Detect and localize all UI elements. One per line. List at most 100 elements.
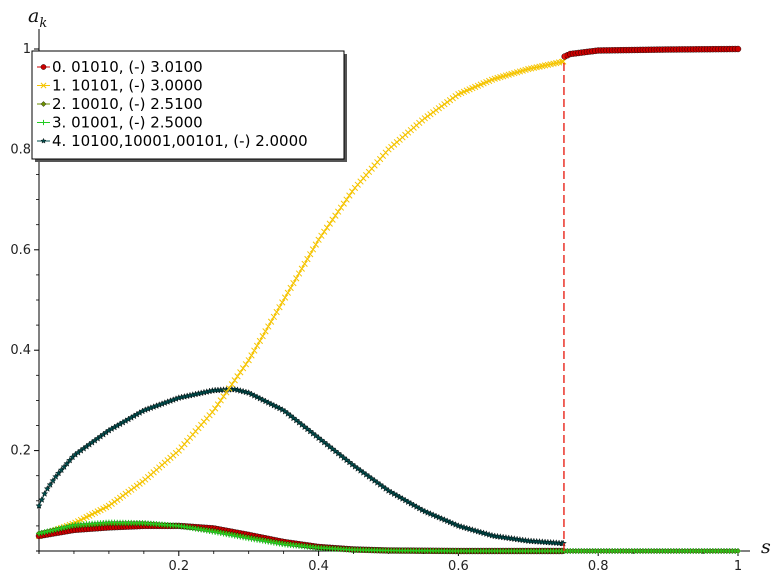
- data-point: [63, 459, 71, 467]
- data-point: [220, 393, 227, 400]
- data-point: [225, 385, 233, 392]
- legend-item: 4. 10100,10001,00101, (-) 2.0000: [37, 132, 308, 150]
- data-point: [421, 115, 429, 122]
- data-point: [449, 95, 456, 102]
- data-point: [133, 482, 141, 489]
- data-point: [122, 490, 129, 497]
- legend-item: 2. 10010, (-) 2.5100: [37, 95, 203, 113]
- data-point: [55, 469, 63, 477]
- data-point: [215, 529, 221, 536]
- data-point: [136, 480, 143, 487]
- data-point: [326, 220, 333, 227]
- data-point: [231, 533, 238, 539]
- data-point: [735, 548, 741, 554]
- data-point: [452, 93, 459, 100]
- legend-label: 4. 10100,10001,00101, (-) 2.0000: [52, 132, 308, 150]
- data-point: [52, 472, 60, 480]
- legend-item: 3. 01001, (-) 2.5000: [37, 114, 203, 132]
- legend: 0. 01010, (-) 3.01001. 10101, (-) 3.0000…: [31, 50, 347, 162]
- series-3: [36, 519, 741, 554]
- data-point: [444, 99, 451, 106]
- legend-label: 0. 01010, (-) 3.0100: [52, 58, 203, 76]
- data-point: [212, 529, 218, 535]
- data-point: [114, 496, 121, 503]
- data-point: [237, 369, 244, 376]
- x-tick-label: 1: [734, 559, 742, 574]
- legend-label: 3. 01001, (-) 2.5000: [52, 114, 203, 132]
- axes: 0.2 0.4 0.6 0.8 1 0.2 0.4 0.6 0.8 1 s ak: [10, 5, 771, 574]
- data-point: [55, 525, 62, 532]
- data-point: [223, 389, 230, 396]
- data-point: [312, 241, 319, 248]
- data-point: [41, 529, 48, 535]
- data-point: [237, 534, 244, 540]
- data-point: [38, 529, 45, 536]
- data-point: [214, 401, 222, 408]
- data-point: [427, 111, 434, 118]
- data-point: [116, 494, 124, 501]
- data-point: [66, 456, 74, 464]
- data-point: [438, 103, 445, 110]
- y-tick-label: 0.2: [10, 444, 31, 459]
- data-point: [52, 526, 59, 533]
- x-tick-label: 0.6: [448, 559, 469, 574]
- x-axis-label: s: [761, 536, 771, 558]
- data-point: [321, 228, 328, 235]
- data-point: [323, 224, 331, 231]
- legend-label: 2. 10010, (-) 2.5100: [52, 95, 203, 113]
- data-point: [228, 381, 236, 388]
- data-point: [270, 313, 278, 321]
- data-point: [273, 308, 280, 316]
- data-point: [111, 498, 118, 505]
- data-point: [49, 477, 57, 484]
- data-point: [304, 255, 311, 263]
- legend-box: [31, 50, 345, 160]
- y-axis-label: ak: [28, 5, 47, 31]
- data-point: [315, 236, 322, 243]
- data-point: [318, 232, 325, 239]
- data-point: [432, 107, 440, 114]
- data-point: [332, 212, 339, 219]
- data-point: [245, 357, 252, 364]
- y-tick-label: 1: [23, 42, 31, 57]
- x-tick-label: 0.8: [588, 559, 609, 574]
- data-point: [40, 119, 47, 126]
- data-point: [217, 397, 224, 404]
- data-point: [281, 294, 289, 301]
- data-point: [66, 523, 73, 529]
- data-point: [46, 481, 54, 488]
- data-point: [239, 365, 247, 372]
- data-point: [279, 299, 286, 306]
- data-point: [223, 531, 230, 538]
- data-point: [287, 284, 294, 292]
- data-point: [61, 524, 67, 531]
- data-point: [47, 527, 53, 534]
- data-point: [343, 196, 350, 203]
- data-point: [307, 251, 314, 258]
- data-point: [57, 466, 65, 474]
- data-point: [234, 373, 241, 380]
- legend-item: 1. 10101, (-) 3.0000: [37, 77, 203, 95]
- data-point: [265, 323, 272, 330]
- data-point: [346, 192, 353, 199]
- data-point: [340, 200, 347, 207]
- data-point: [209, 408, 216, 416]
- legend-label: 1. 10101, (-) 3.0000: [52, 77, 203, 95]
- x-tick-label: 0.4: [308, 559, 329, 574]
- data-point: [267, 318, 275, 325]
- y-tick-label: 0.8: [10, 142, 31, 157]
- data-point: [284, 289, 291, 296]
- data-point: [335, 208, 342, 215]
- data-point: [209, 528, 216, 535]
- data-point: [44, 528, 51, 535]
- data-point: [64, 523, 70, 530]
- data-point: [119, 492, 127, 499]
- data-point: [276, 304, 283, 311]
- data-point: [35, 502, 43, 509]
- data-point: [60, 463, 68, 470]
- data-point: [40, 82, 47, 89]
- data-point: [446, 97, 454, 104]
- data-point: [108, 500, 115, 507]
- data-point: [298, 265, 305, 272]
- data-point: [211, 405, 219, 412]
